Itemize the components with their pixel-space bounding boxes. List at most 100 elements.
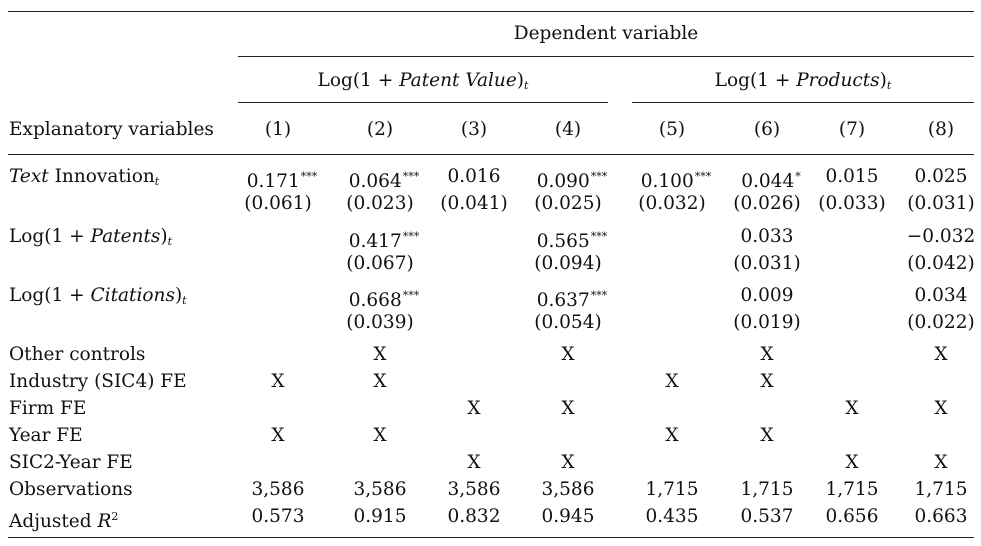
control-cell: X [845, 398, 859, 419]
standard-error-cell: (0.022) [907, 312, 975, 333]
row-label-italic: Patents [90, 226, 161, 247]
significance-stars: *** [694, 170, 712, 183]
bottom-rule [8, 537, 974, 538]
row-label: Text Innovationt [9, 166, 159, 193]
coefficient-cell: 0.034 [915, 285, 968, 307]
group2-label: Log(1 + Products)t [714, 70, 892, 92]
control-cell: X [665, 425, 679, 446]
control-cell: X [934, 452, 948, 473]
standard-error-cell: (0.032) [638, 193, 706, 214]
control-cell: X [760, 371, 774, 392]
coefficient-value: 0.033 [740, 226, 794, 247]
control-cell: 0.663 [914, 506, 968, 527]
coefficient-cell: 0.016 [448, 166, 501, 188]
significance-stars: *** [402, 289, 420, 302]
control-row-label-text: Observations [9, 479, 133, 500]
coefficient-cell: 0.009 [741, 285, 794, 307]
coefficient-value: 0.171 [246, 171, 300, 192]
coefficient-cell: 0.090*** [537, 166, 607, 193]
control-row-label-text: Year FE [9, 425, 83, 446]
row-label-subscript: t [167, 235, 173, 248]
coefficient-value: 0.025 [914, 166, 968, 187]
coefficient-cell: 0.668*** [349, 285, 419, 312]
standard-error-cell: (0.025) [534, 193, 602, 214]
significance-stars: *** [402, 230, 420, 243]
control-cell: 1,715 [825, 479, 879, 500]
control-row-label-text: Firm FE [9, 398, 87, 419]
standard-error-cell: (0.067) [346, 253, 414, 274]
coefficient-cell: 0.417*** [349, 226, 419, 253]
control-cell: X [934, 398, 948, 419]
explanatory-variables-label: Explanatory variables [9, 119, 214, 140]
coefficient-value: 0.016 [447, 166, 501, 187]
standard-error-cell: (0.042) [907, 253, 975, 274]
coefficient-cell: −0.032 [907, 226, 975, 248]
control-row-label: SIC2-Year FE [9, 452, 133, 474]
control-cell: X [934, 344, 948, 365]
row-label-italic: Text [9, 166, 49, 187]
control-cell: X [760, 425, 774, 446]
coefficient-value: 0.417 [348, 231, 402, 252]
significance-stars: *** [590, 289, 608, 302]
control-row-label: Observations [9, 479, 133, 501]
control-row-label: Adjusted R2 [9, 506, 118, 533]
control-cell: 3,586 [541, 479, 595, 500]
standard-error-cell: (0.019) [733, 312, 801, 333]
group1-label: Log(1 + Patent Value)t [317, 70, 529, 92]
coefficient-cell: 0.100*** [641, 166, 711, 193]
column-header: (5) [658, 119, 686, 140]
standard-error-cell: (0.039) [346, 312, 414, 333]
group1-rule [238, 102, 608, 103]
control-cell: X [373, 344, 387, 365]
control-cell: X [271, 425, 285, 446]
control-cell: X [665, 371, 679, 392]
control-row-label: Firm FE [9, 398, 86, 420]
column-header: (4) [554, 119, 582, 140]
control-cell: 1,715 [914, 479, 968, 500]
control-cell: 0.945 [541, 506, 595, 527]
control-cell: X [561, 344, 575, 365]
row-label-subscript: t [182, 294, 187, 307]
group2-rule [632, 102, 974, 103]
control-cell: 0.537 [740, 506, 794, 527]
coefficient-value: 0.034 [914, 285, 968, 306]
row-label-text: Log(1 + [9, 285, 91, 306]
control-row-label-text: Other controls [9, 344, 146, 365]
dependent-variable-rule [238, 56, 974, 57]
column-header: (7) [838, 119, 866, 140]
coefficient-cell: 0.565*** [537, 226, 607, 253]
control-cell: X [760, 344, 774, 365]
control-cell: 1,715 [645, 479, 699, 500]
standard-error-cell: (0.026) [733, 193, 801, 214]
control-cell: 3,586 [353, 479, 407, 500]
row-label-close: ) [174, 285, 183, 306]
control-cell: 0.435 [645, 506, 699, 527]
significance-stars: * [795, 170, 801, 183]
coefficient-cell: 0.171*** [247, 166, 317, 193]
control-cell: 1,715 [740, 479, 794, 500]
coefficient-value: 0.009 [740, 285, 794, 306]
control-row-label-superscript: 2 [111, 510, 119, 523]
dependent-variable-label: Dependent variable [513, 23, 699, 44]
control-row-label-text: Industry (SIC4) FE [9, 371, 187, 392]
control-row-label: Year FE [9, 425, 83, 447]
control-cell: X [845, 452, 859, 473]
control-cell: 0.832 [447, 506, 501, 527]
significance-stars: *** [590, 170, 608, 183]
coefficient-value: 0.015 [825, 166, 879, 187]
row-label-text: Innovation [48, 166, 155, 187]
coefficient-cell: 0.015 [826, 166, 879, 188]
row-label-subscript: t [154, 175, 160, 188]
control-row-label: Other controls [9, 344, 145, 366]
standard-error-cell: (0.054) [534, 312, 602, 333]
coefficient-value: 0.565 [536, 231, 590, 252]
standard-error-cell: (0.031) [907, 193, 975, 214]
standard-error-cell: (0.041) [440, 193, 508, 214]
row-label-italic: Citations [90, 285, 175, 306]
column-header: (6) [753, 119, 781, 140]
significance-stars: *** [402, 170, 420, 183]
header-bottom-rule [8, 154, 974, 155]
top-rule [8, 11, 974, 12]
control-row-label-italic: R [97, 511, 112, 533]
